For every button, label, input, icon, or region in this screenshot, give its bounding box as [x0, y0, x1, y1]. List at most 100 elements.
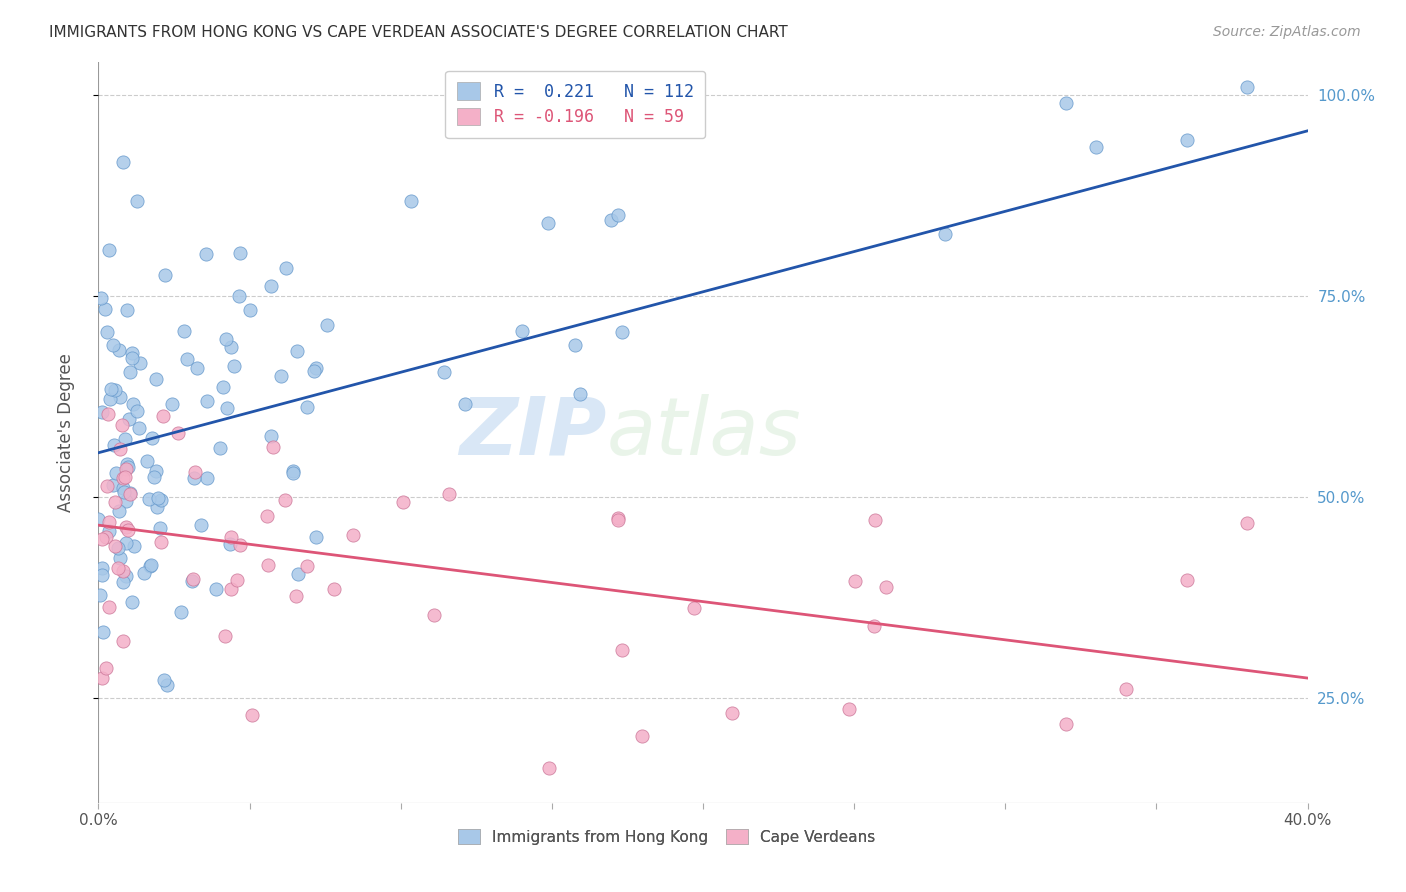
- Point: [97, 407, 120, 421]
- Text: ZIP: ZIP: [458, 393, 606, 472]
- Point: [115, 520, 138, 534]
- Point: [146, 491, 169, 505]
- Point: [173, 324, 195, 338]
- Point: [108, 390, 131, 404]
- Point: [219, 530, 242, 544]
- Point: [219, 537, 242, 551]
- Point: [285, 344, 308, 359]
- Point: [97, 244, 120, 258]
- Point: [721, 706, 744, 721]
- Point: [297, 559, 319, 574]
- Point: [132, 566, 155, 580]
- Point: [117, 303, 139, 318]
- Point: [439, 487, 461, 501]
- Point: [101, 338, 124, 352]
- Point: [111, 574, 134, 589]
- Point: [260, 279, 283, 293]
- Point: [316, 318, 339, 332]
- Point: [90, 672, 112, 686]
- Point: [115, 569, 138, 583]
- Point: [124, 539, 146, 553]
- Point: [94, 302, 117, 317]
- Point: [599, 212, 621, 227]
- Point: [454, 397, 477, 411]
- Point: [104, 383, 127, 397]
- Point: [112, 564, 135, 578]
- Point: [186, 361, 208, 376]
- Point: [114, 432, 136, 446]
- Point: [141, 431, 163, 445]
- Point: [90, 291, 112, 305]
- Point: [510, 324, 533, 338]
- Point: [114, 470, 136, 484]
- Point: [197, 471, 219, 485]
- Point: [610, 325, 633, 339]
- Point: [114, 462, 136, 476]
- Point: [98, 524, 121, 539]
- Point: [287, 566, 309, 581]
- Point: [432, 365, 454, 379]
- Point: [564, 338, 586, 352]
- Point: [122, 397, 145, 411]
- Point: [257, 558, 280, 572]
- Point: [108, 442, 131, 457]
- Point: [91, 625, 114, 640]
- Text: atlas: atlas: [606, 393, 801, 472]
- Point: [167, 425, 190, 440]
- Point: [87, 512, 110, 526]
- Point: [305, 530, 328, 544]
- Point: [136, 453, 159, 467]
- Point: [215, 401, 238, 416]
- Point: [149, 521, 172, 535]
- Point: [114, 536, 136, 550]
- Point: [153, 268, 176, 282]
- Point: [114, 494, 136, 508]
- Point: [274, 493, 297, 508]
- Point: [875, 580, 897, 594]
- Point: [423, 607, 446, 622]
- Point: [108, 343, 131, 358]
- Point: [262, 440, 284, 454]
- Point: [138, 491, 160, 506]
- Y-axis label: Associate's Degree: Associate's Degree: [56, 353, 75, 512]
- Point: [283, 466, 305, 480]
- Point: [125, 404, 148, 418]
- Point: [104, 495, 127, 509]
- Point: [537, 216, 560, 230]
- Point: [568, 387, 591, 401]
- Point: [145, 372, 167, 386]
- Point: [94, 530, 117, 544]
- Point: [270, 368, 292, 383]
- Point: [538, 761, 561, 775]
- Point: [190, 517, 212, 532]
- Point: [118, 412, 141, 426]
- Point: [305, 360, 328, 375]
- Point: [183, 572, 205, 586]
- Point: [1085, 140, 1108, 154]
- Point: [607, 208, 630, 222]
- Point: [1115, 681, 1137, 696]
- Point: [121, 346, 143, 360]
- Point: [91, 560, 114, 574]
- Point: [162, 397, 184, 411]
- Point: [111, 155, 134, 169]
- Point: [281, 464, 304, 478]
- Point: [104, 466, 127, 480]
- Point: [631, 729, 654, 743]
- Point: [212, 380, 235, 394]
- Point: [111, 634, 134, 648]
- Point: [90, 568, 112, 582]
- Point: [863, 513, 886, 527]
- Point: [221, 340, 243, 354]
- Point: [139, 558, 162, 573]
- Point: [285, 589, 308, 603]
- Point: [107, 561, 129, 575]
- Point: [145, 464, 167, 478]
- Point: [115, 457, 138, 471]
- Point: [1236, 79, 1258, 94]
- Point: [129, 355, 152, 369]
- Point: [606, 512, 628, 526]
- Point: [112, 481, 135, 495]
- Point: [1175, 133, 1198, 147]
- Point: [152, 673, 174, 688]
